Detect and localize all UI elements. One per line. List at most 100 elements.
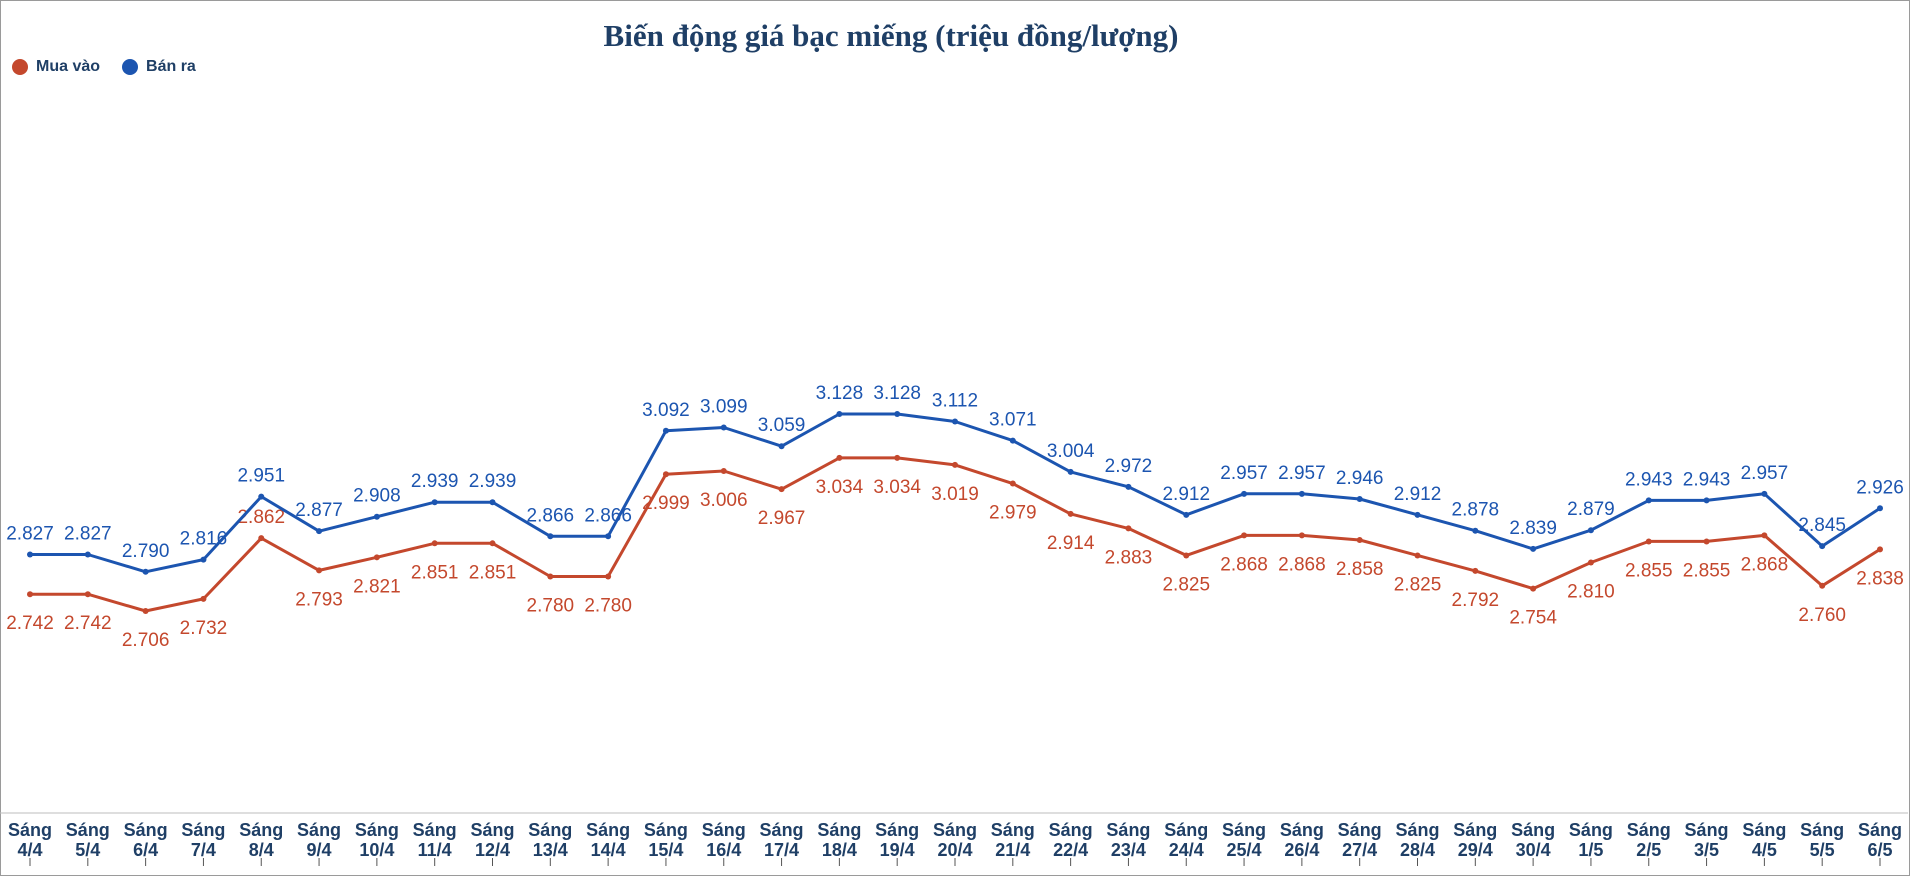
data-label-mua-vao: 2.999	[642, 493, 690, 514]
data-point-ban-ra	[547, 533, 554, 540]
legend-item-ban-ra: Bán ra	[122, 58, 196, 76]
x-tick-label-line2: 8/4	[249, 840, 274, 860]
data-point-ban-ra	[1009, 437, 1016, 444]
legend-item-mua-vao: Mua vào	[12, 58, 100, 76]
x-tick-label-line1: Sáng	[1858, 820, 1902, 840]
data-label-ban-ra: 3.092	[642, 400, 690, 421]
data-label-mua-vao: 2.855	[1683, 560, 1731, 581]
data-point-ban-ra	[952, 418, 958, 425]
x-tick-label-line1: Sáng	[1453, 820, 1497, 840]
x-tick-label-line2: 4/4	[17, 840, 42, 860]
data-point-mua-vao	[1472, 567, 1479, 574]
data-label-ban-ra: 2.972	[1105, 456, 1153, 477]
data-label-ban-ra: 2.879	[1567, 499, 1615, 520]
x-tick-label-line2: 29/4	[1458, 840, 1493, 860]
x-tick-label-line2: 10/4	[359, 840, 394, 860]
data-label-mua-vao: 3.034	[816, 477, 864, 498]
data-label-ban-ra: 2.957	[1220, 463, 1268, 484]
data-point-ban-ra	[1703, 497, 1710, 504]
data-label-mua-vao: 2.914	[1047, 533, 1095, 554]
data-label-ban-ra: 2.839	[1509, 518, 1557, 539]
data-point-mua-vao	[142, 608, 149, 614]
x-tick-label-line2: 13/4	[533, 840, 568, 860]
data-label-mua-vao: 2.855	[1625, 560, 1673, 581]
x-tick-label-line2: 14/4	[591, 840, 626, 860]
data-point-mua-vao	[1877, 546, 1883, 553]
x-tick-label-line1: Sáng	[181, 820, 225, 840]
data-label-mua-vao: 2.706	[122, 630, 170, 651]
legend-marker-ban-ra	[122, 59, 139, 75]
data-point-ban-ra	[778, 443, 785, 450]
data-point-ban-ra	[1819, 543, 1826, 550]
data-label-ban-ra: 2.957	[1278, 463, 1326, 484]
x-tick-label-line1: Sáng	[702, 820, 746, 840]
data-label-ban-ra: 2.827	[6, 524, 54, 545]
data-point-mua-vao	[720, 467, 727, 474]
x-tick-label-line1: Sáng	[1222, 820, 1266, 840]
x-tick-label-line2: 5/4	[75, 840, 100, 860]
x-tick-label-line2: 9/4	[307, 840, 332, 860]
x-tick-label-line2: 15/4	[648, 840, 683, 860]
data-label-mua-vao: 2.742	[64, 613, 112, 634]
data-point-ban-ra	[200, 556, 207, 563]
x-tick-label-line1: Sáng	[470, 820, 514, 840]
x-tick-label-line1: Sáng	[875, 820, 919, 840]
x-tick-label-line2: 6/4	[133, 840, 158, 860]
data-point-mua-vao	[373, 554, 380, 561]
data-point-ban-ra	[1877, 505, 1883, 512]
data-point-mua-vao	[431, 540, 438, 547]
x-tick-label-line2: 18/4	[822, 840, 857, 860]
data-point-ban-ra	[1645, 497, 1652, 504]
data-label-ban-ra: 2.845	[1798, 515, 1846, 536]
x-tick-label-line2: 1/5	[1578, 840, 1603, 860]
data-label-ban-ra: 2.827	[64, 524, 112, 545]
data-point-mua-vao	[1819, 582, 1826, 589]
data-point-ban-ra	[662, 427, 669, 434]
data-point-ban-ra	[1414, 511, 1421, 518]
x-tick-label-line1: Sáng	[1106, 820, 1150, 840]
data-label-ban-ra: 3.128	[873, 383, 921, 404]
data-label-mua-vao: 3.034	[873, 477, 921, 498]
x-tick-label-line2: 6/5	[1867, 840, 1892, 860]
data-point-mua-vao	[1241, 532, 1248, 539]
x-tick-label-line1: Sáng	[1627, 820, 1671, 840]
data-label-ban-ra: 3.112	[932, 390, 978, 411]
data-point-mua-vao	[200, 595, 207, 602]
data-label-ban-ra: 2.878	[1452, 500, 1500, 521]
data-label-ban-ra: 2.939	[411, 471, 459, 492]
data-point-ban-ra	[1472, 527, 1479, 534]
data-label-mua-vao: 2.780	[527, 595, 575, 616]
data-label-mua-vao: 3.019	[931, 484, 979, 505]
data-point-mua-vao	[1009, 480, 1016, 487]
data-point-ban-ra	[1530, 545, 1537, 552]
data-point-mua-vao	[1183, 552, 1190, 559]
data-label-ban-ra: 2.866	[527, 505, 575, 526]
data-label-mua-vao: 2.780	[584, 595, 632, 616]
data-label-ban-ra: 2.926	[1856, 477, 1904, 498]
data-point-mua-vao	[1356, 537, 1363, 544]
data-point-ban-ra	[316, 528, 323, 535]
data-label-ban-ra: 2.816	[180, 529, 228, 550]
data-point-mua-vao	[316, 567, 323, 574]
data-label-mua-vao: 2.742	[6, 613, 54, 634]
data-point-ban-ra	[1356, 495, 1363, 502]
data-label-ban-ra: 2.951	[237, 466, 285, 487]
data-point-mua-vao	[1067, 510, 1074, 517]
x-tick-label-line2: 30/4	[1516, 840, 1551, 860]
x-tick-label-line2: 27/4	[1342, 840, 1377, 860]
data-point-mua-vao	[605, 573, 612, 580]
data-label-mua-vao: 2.792	[1452, 590, 1500, 611]
data-label-mua-vao: 2.754	[1509, 608, 1557, 629]
data-label-mua-vao: 2.883	[1105, 547, 1153, 568]
x-tick-label-line2: 3/5	[1694, 840, 1719, 860]
x-tick-label-line2: 22/4	[1053, 840, 1088, 860]
x-tick-label-line2: 12/4	[475, 840, 510, 860]
x-tick-label-line1: Sáng	[1338, 820, 1382, 840]
x-tick-label-line1: Sáng	[66, 820, 110, 840]
data-point-ban-ra	[720, 424, 727, 431]
data-point-ban-ra	[142, 568, 149, 575]
data-label-ban-ra: 2.957	[1741, 463, 1789, 484]
data-label-ban-ra: 2.877	[295, 500, 343, 521]
x-tick-label-line2: 7/4	[191, 840, 216, 860]
data-point-ban-ra	[1067, 468, 1074, 475]
